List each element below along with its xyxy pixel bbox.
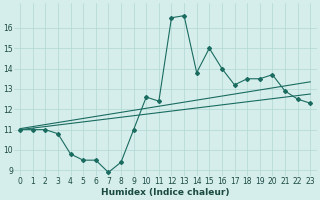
X-axis label: Humidex (Indice chaleur): Humidex (Indice chaleur): [101, 188, 229, 197]
